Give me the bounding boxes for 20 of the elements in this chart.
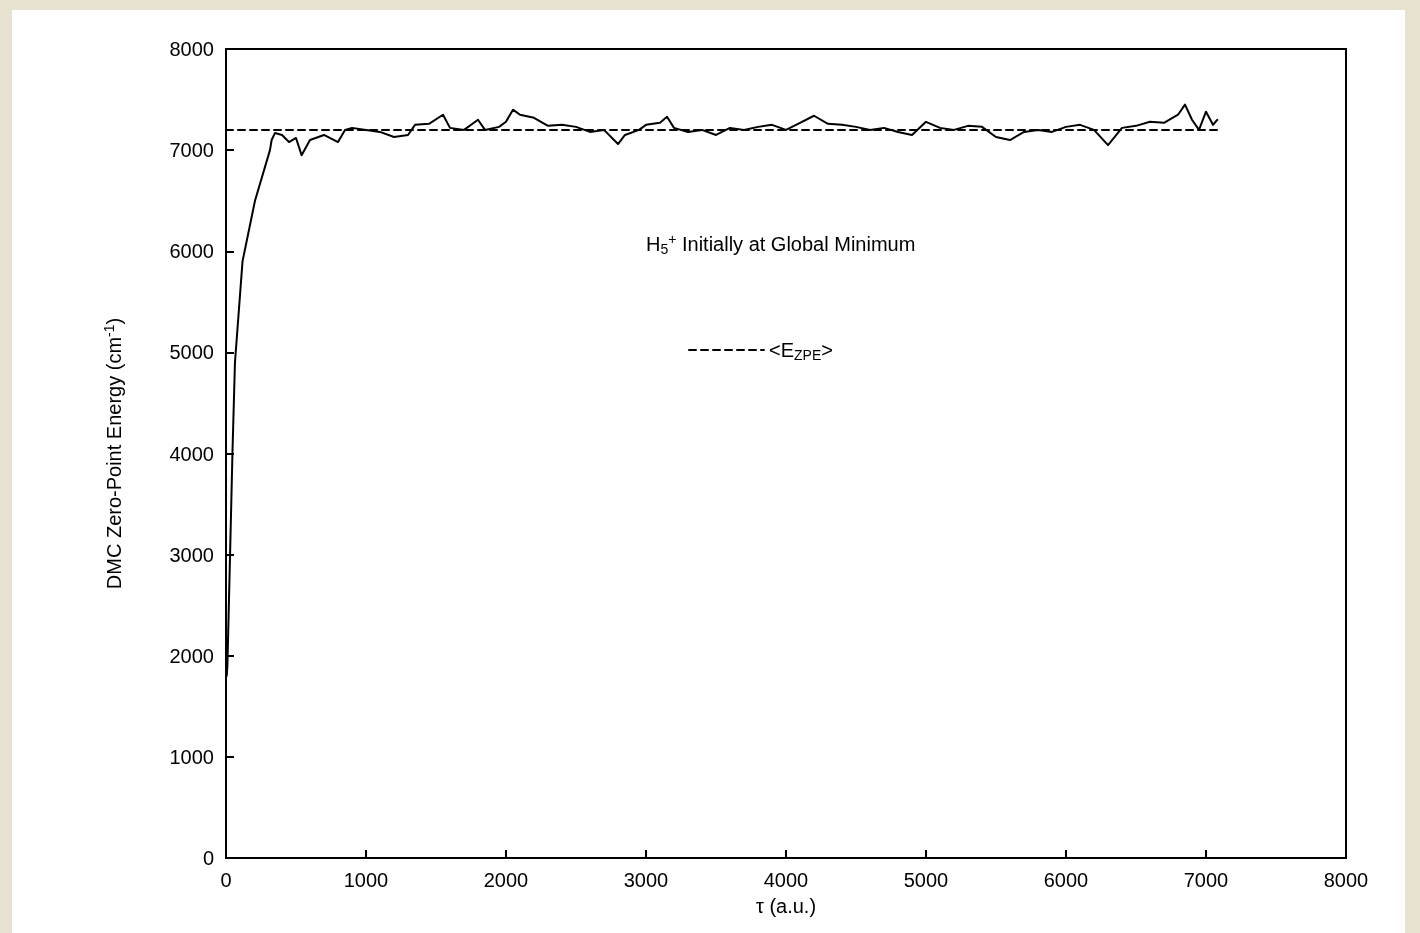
x-tick-label: 7000 — [1183, 869, 1229, 891]
y-tick-label: 7000 — [169, 139, 214, 162]
y-tick-label: 8000 — [169, 38, 214, 60]
y-tick-label: 3000 — [169, 543, 214, 566]
x-axis-title: τ (a.u.) — [755, 895, 817, 917]
x-tick-label: 5000 — [903, 869, 949, 891]
x-tick-label: 2000 — [483, 869, 529, 891]
y-tick-label: 2000 — [169, 644, 214, 667]
x-tick-label: 1000 — [343, 869, 389, 891]
y-tick-label: 1000 — [169, 745, 214, 768]
y-tick-label: 6000 — [169, 240, 214, 263]
x-tick-label: 4000 — [763, 869, 809, 891]
x-tick-label: 6000 — [1043, 869, 1089, 891]
x-tick-label: 8000 — [1323, 869, 1369, 891]
x-tick-label: 3000 — [623, 869, 669, 891]
y-tick-label: 5000 — [169, 341, 214, 364]
y-tick-label: 4000 — [169, 442, 214, 465]
y-tick-label: 0 — [202, 847, 214, 869]
y-axis-title: DMC Zero-Point Energy (cm-1) — [101, 317, 125, 590]
x-tick-label: 0 — [220, 869, 232, 891]
